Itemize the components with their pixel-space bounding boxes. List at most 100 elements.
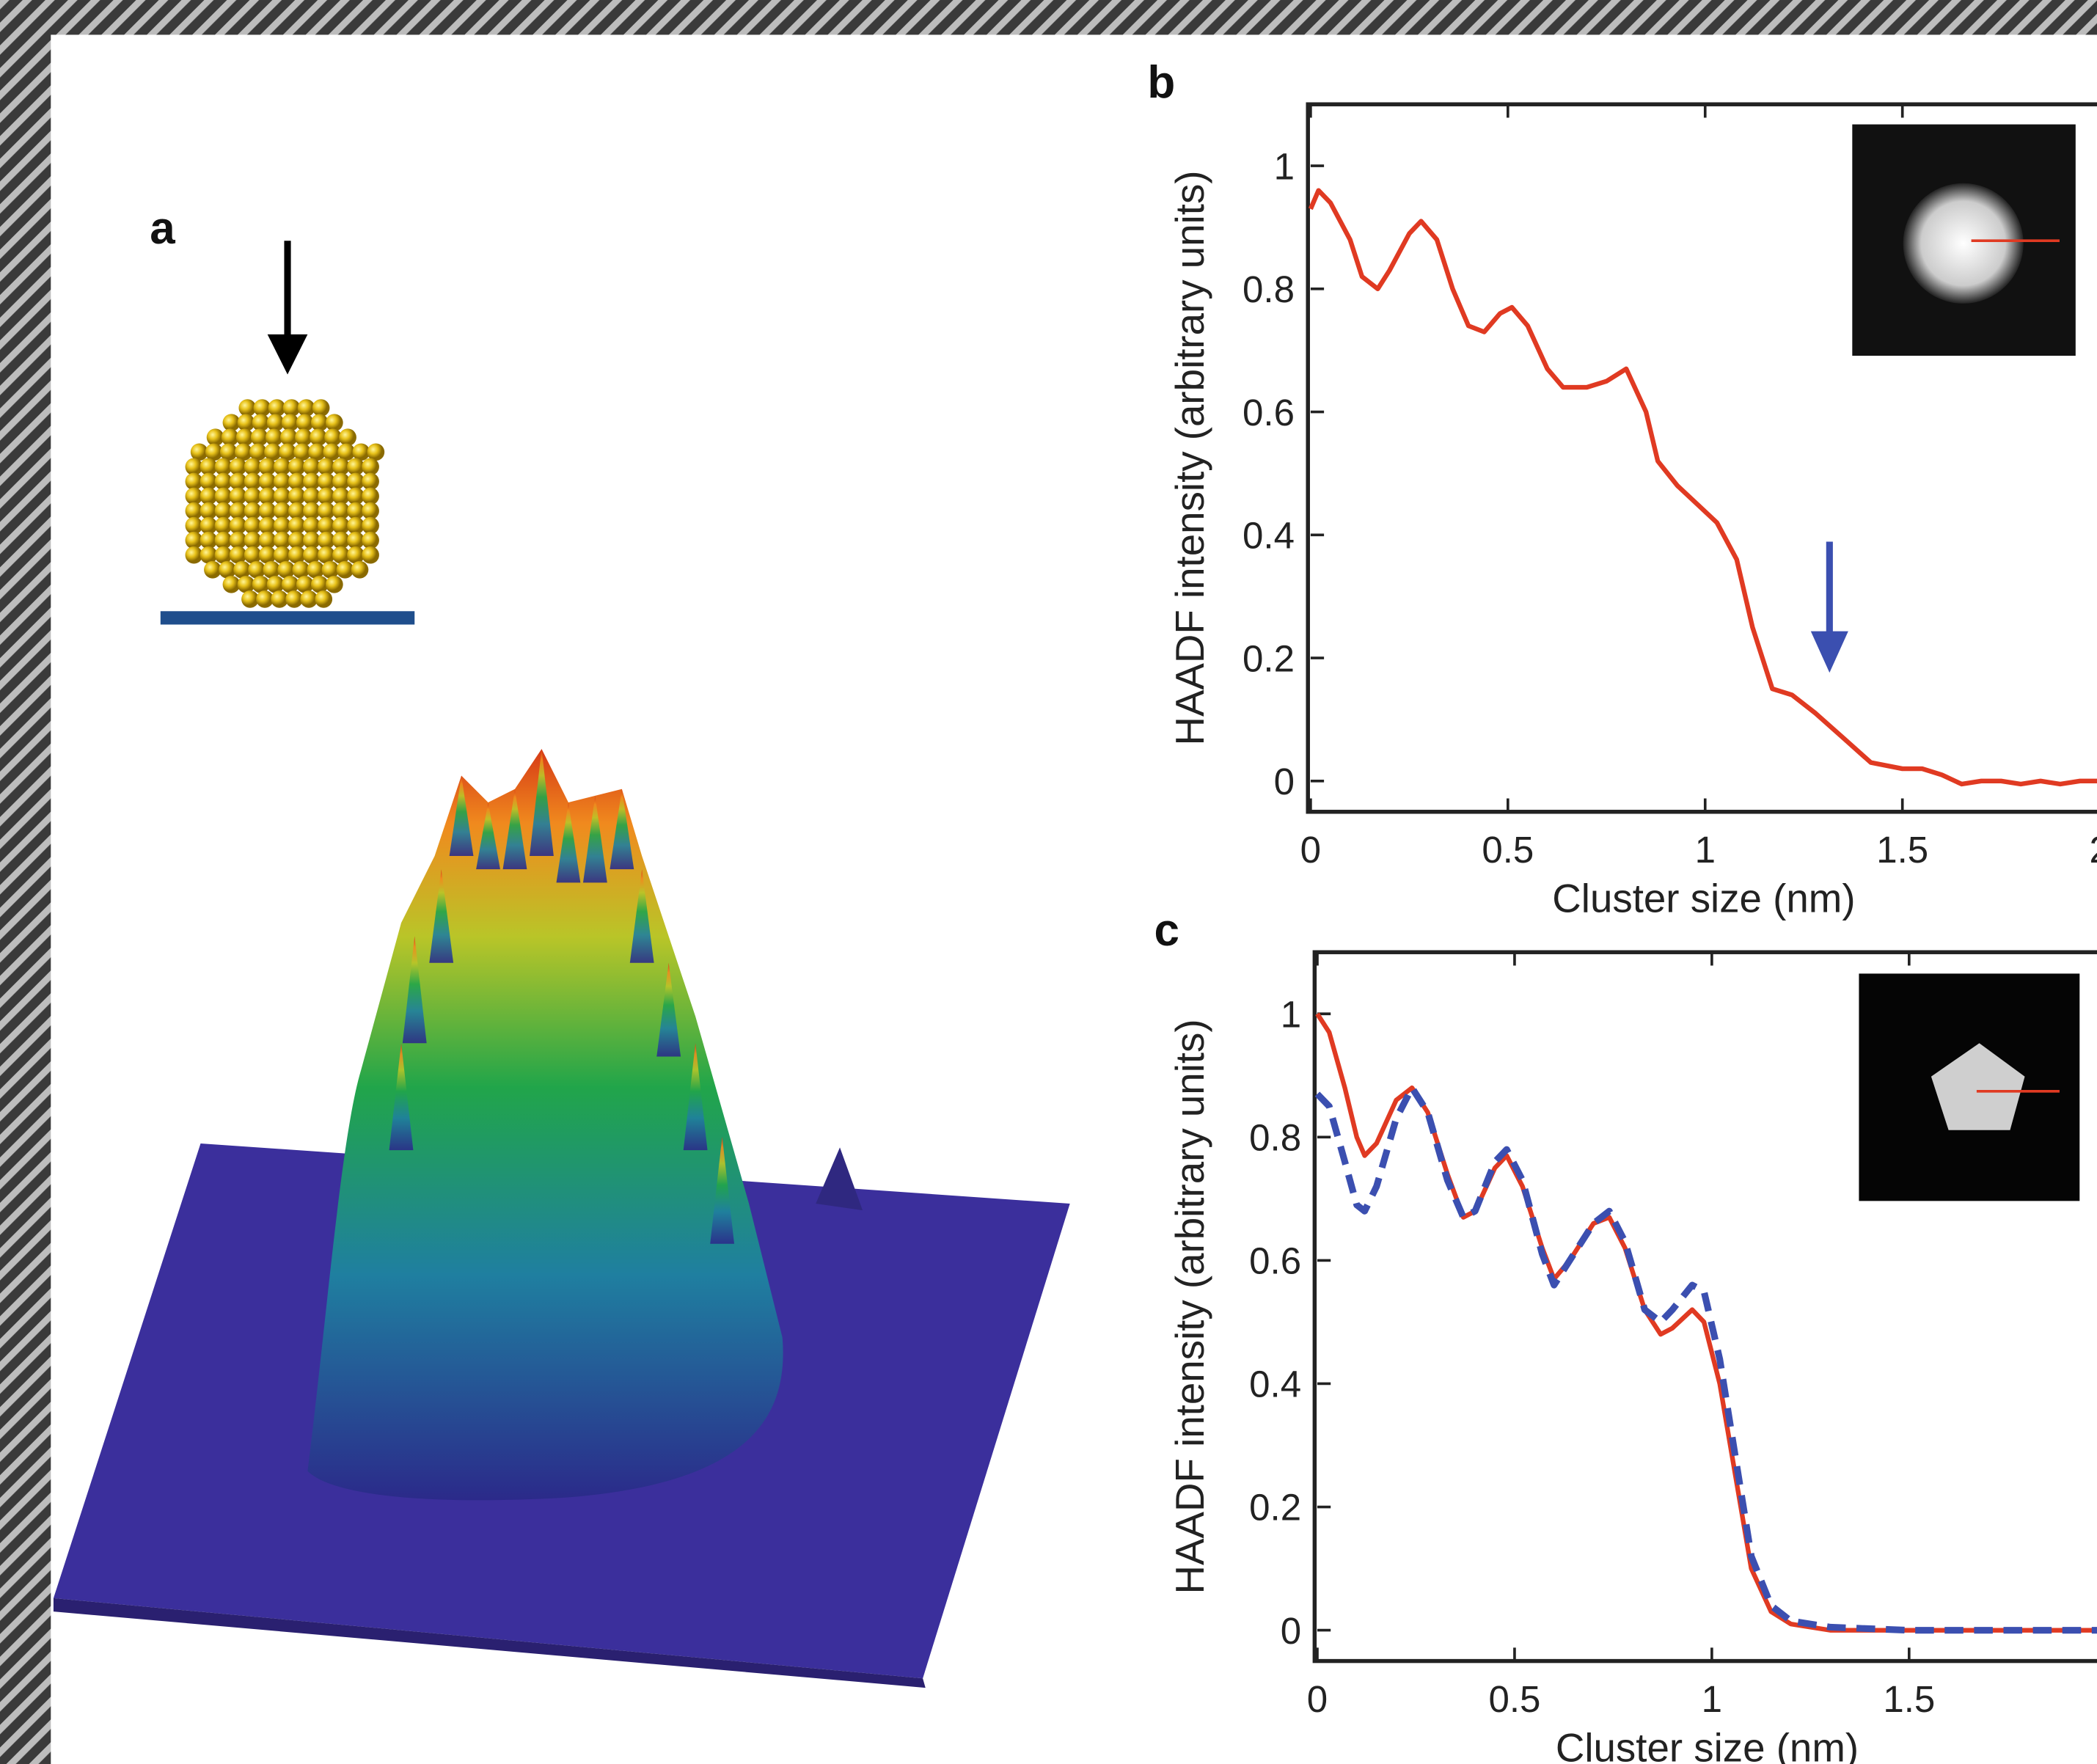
gold-atom — [324, 428, 342, 447]
gold-atom — [258, 516, 277, 535]
gold-atom — [362, 502, 379, 520]
surface-spike — [656, 962, 681, 1057]
gold-atom — [321, 560, 340, 579]
y-tick-label: 0.4 — [1249, 1364, 1301, 1405]
x-axis-label: Cluster size (nm) — [1552, 876, 1855, 921]
gold-atom — [244, 546, 262, 564]
gold-atom — [279, 443, 296, 461]
gold-atom — [237, 414, 255, 432]
inset-particle — [1903, 183, 2024, 304]
gold-atom — [229, 531, 247, 549]
gold-atom — [347, 487, 365, 505]
gold-atom — [347, 472, 365, 491]
gold-atom — [307, 560, 325, 579]
gold-atom — [229, 502, 247, 520]
gold-atom — [351, 560, 369, 579]
gold-atom — [252, 414, 270, 432]
gold-atom — [200, 546, 218, 564]
x-tick-label: 1.5 — [1876, 829, 1928, 871]
gold-atom — [339, 428, 356, 447]
gold-atom — [332, 531, 350, 549]
gold-atom — [264, 443, 282, 461]
gold-atom — [295, 428, 312, 447]
gold-atom — [244, 516, 262, 535]
gold-atom — [258, 472, 277, 491]
x-axis-label: Cluster size (nm) — [1556, 1724, 1859, 1764]
gold-atom — [205, 443, 223, 461]
gold-atom — [288, 458, 306, 476]
surface-spike — [610, 788, 634, 870]
surface-spike — [582, 795, 607, 883]
gold-atom — [185, 502, 203, 520]
gold-atom — [273, 546, 291, 564]
gold-atom — [248, 560, 266, 579]
inset-particle — [1931, 1043, 2025, 1130]
gold-atom — [318, 487, 335, 505]
gold-atom — [367, 443, 385, 461]
y-tick-label: 1 — [1274, 145, 1295, 187]
surface-edge — [53, 1598, 926, 1688]
gold-atom — [347, 502, 365, 520]
y-tick-label: 0.6 — [1249, 1240, 1301, 1282]
gold-atom — [296, 414, 314, 432]
gold-atom — [302, 516, 321, 535]
y-tick-label: 0.4 — [1243, 515, 1295, 557]
y-tick-label: 0.6 — [1243, 392, 1295, 433]
surface-spike — [502, 788, 527, 870]
x-tick-label: 0.5 — [1488, 1678, 1540, 1720]
gold-atom — [214, 502, 233, 520]
gold-atom — [185, 546, 203, 564]
surface-spikes — [389, 749, 735, 1244]
gold-atom — [277, 560, 296, 579]
gold-atom — [302, 458, 321, 476]
gold-atom — [190, 443, 208, 461]
x-tick-label: 0 — [1307, 1678, 1328, 1720]
data-line — [1314, 1084, 2097, 1634]
gold-atom — [318, 516, 335, 535]
gold-atom — [318, 546, 335, 564]
gold-atom — [204, 560, 222, 579]
gold-atom — [288, 546, 306, 564]
gold-atom — [206, 428, 224, 447]
gold-atom — [325, 414, 343, 432]
gold-atom — [241, 590, 259, 608]
gold-atom — [258, 458, 277, 476]
gold-atom — [288, 516, 306, 535]
frame-left — [0, 0, 51, 1764]
gold-atom — [347, 546, 365, 564]
gold-atom — [332, 502, 350, 520]
gold-atom — [222, 414, 241, 432]
gold-atom — [337, 443, 356, 461]
gold-atom — [258, 531, 277, 549]
surface-spike — [429, 869, 454, 963]
gold-atom — [273, 458, 291, 476]
gold-cluster — [185, 399, 385, 608]
beam-arrowhead — [267, 334, 308, 375]
gold-atom — [332, 458, 350, 476]
gold-atom — [234, 443, 252, 461]
y-tick-label: 0.8 — [1243, 268, 1295, 310]
gold-atom — [233, 560, 251, 579]
gold-atom — [347, 531, 365, 549]
gold-atom — [352, 443, 370, 461]
gold-atom — [244, 472, 262, 491]
gold-atom — [302, 502, 321, 520]
gold-atom — [214, 546, 233, 564]
gold-atom — [258, 546, 277, 564]
gold-atom — [271, 590, 288, 608]
gold-atom — [288, 531, 306, 549]
panel-label: b — [1147, 57, 1175, 108]
surface-spike — [402, 936, 427, 1044]
y-tick-label: 0 — [1274, 761, 1295, 802]
panel-label: a — [150, 203, 175, 254]
x-tick-label: 0 — [1300, 829, 1321, 871]
gold-atom — [235, 428, 254, 447]
gold-atom — [253, 399, 271, 417]
gold-atom — [229, 472, 247, 491]
gold-atom — [325, 575, 343, 593]
gold-atom — [302, 531, 321, 549]
surface-spike — [449, 775, 474, 856]
gold-atom — [229, 458, 247, 476]
gold-atom — [336, 560, 354, 579]
